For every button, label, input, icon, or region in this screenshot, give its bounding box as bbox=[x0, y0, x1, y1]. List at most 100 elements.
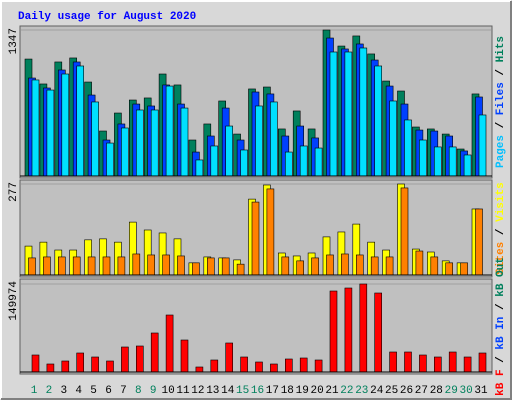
legend-separator: / bbox=[495, 115, 507, 135]
bar bbox=[299, 357, 308, 373]
x-tick-label: 23 bbox=[355, 385, 368, 397]
bar bbox=[404, 351, 412, 373]
bar bbox=[374, 292, 383, 373]
legend-entry: Files bbox=[495, 82, 507, 115]
x-tick-label: 17 bbox=[266, 385, 279, 397]
bar bbox=[31, 79, 40, 177]
bar bbox=[433, 146, 442, 177]
bar bbox=[106, 360, 114, 373]
bar bbox=[448, 351, 457, 373]
bar bbox=[359, 283, 368, 373]
bar bbox=[87, 256, 96, 276]
x-tick-label: 26 bbox=[400, 385, 413, 397]
bar bbox=[299, 145, 308, 177]
bar bbox=[415, 250, 424, 276]
bar bbox=[91, 356, 99, 373]
bar bbox=[400, 187, 409, 276]
bar bbox=[150, 109, 159, 177]
legend-entry: kB F bbox=[495, 369, 507, 395]
bar bbox=[57, 256, 66, 276]
x-tick-label: 28 bbox=[430, 385, 443, 397]
bar bbox=[311, 257, 319, 276]
x-tick-label: 15 bbox=[236, 385, 249, 397]
bar bbox=[385, 256, 394, 276]
chart-title: Daily usage for August 2020 bbox=[18, 11, 196, 23]
bar bbox=[61, 73, 70, 177]
legend-separator: / bbox=[495, 222, 507, 242]
bar bbox=[433, 356, 442, 373]
bar bbox=[31, 354, 40, 373]
x-tick-label: 5 bbox=[90, 385, 97, 397]
bar bbox=[314, 147, 323, 177]
bar bbox=[210, 359, 219, 373]
x-tick-label: 25 bbox=[385, 385, 398, 397]
bar bbox=[296, 260, 305, 276]
bar bbox=[102, 256, 111, 276]
x-tick-label: 9 bbox=[150, 385, 157, 397]
bar bbox=[478, 352, 487, 373]
x-tick-label: 18 bbox=[281, 385, 294, 397]
x-tick-label: 4 bbox=[75, 385, 82, 397]
x-tick-label: 29 bbox=[445, 385, 458, 397]
bar bbox=[177, 255, 185, 276]
bar bbox=[344, 51, 353, 177]
bar bbox=[147, 254, 155, 276]
bar bbox=[341, 253, 349, 276]
legend-entry: kB Out bbox=[495, 257, 507, 297]
x-tick-label: 10 bbox=[161, 385, 174, 397]
x-tick-label: 6 bbox=[105, 385, 112, 397]
bar bbox=[326, 254, 334, 276]
x-tick-label: 14 bbox=[221, 385, 235, 397]
bar bbox=[463, 154, 472, 177]
bar bbox=[284, 358, 293, 373]
x-tick-label: 7 bbox=[120, 385, 127, 397]
bar bbox=[76, 352, 84, 373]
x-tick-label: 21 bbox=[325, 385, 339, 397]
legend-entry: Hits bbox=[495, 36, 507, 62]
bar bbox=[180, 339, 189, 373]
bar bbox=[221, 257, 230, 276]
bar bbox=[404, 119, 412, 177]
bar bbox=[359, 47, 368, 177]
bar bbox=[463, 356, 472, 373]
x-tick-label: 3 bbox=[60, 385, 67, 397]
y-tick-label: 277 bbox=[8, 182, 20, 202]
legend-entry: Sites bbox=[495, 242, 507, 275]
x-tick-label: 27 bbox=[415, 385, 428, 397]
x-tick-label: 13 bbox=[206, 385, 219, 397]
bar bbox=[72, 256, 81, 276]
bar bbox=[61, 360, 70, 373]
bar bbox=[165, 85, 174, 177]
legend-separator: / bbox=[495, 350, 507, 370]
bar bbox=[355, 254, 364, 276]
x-tick-label: 1 bbox=[31, 385, 38, 397]
bar bbox=[43, 256, 51, 276]
x-tick-label: 12 bbox=[191, 385, 204, 397]
bar bbox=[460, 262, 468, 276]
bar bbox=[475, 208, 483, 276]
bar bbox=[76, 65, 84, 177]
bar bbox=[281, 256, 290, 276]
bar bbox=[430, 256, 439, 276]
bar bbox=[210, 145, 219, 177]
x-tick-label: 30 bbox=[459, 385, 472, 397]
legend-separator: / bbox=[495, 62, 507, 82]
bar bbox=[389, 351, 397, 373]
bar bbox=[419, 354, 427, 373]
bar bbox=[284, 151, 293, 177]
bar bbox=[251, 201, 260, 276]
bar bbox=[266, 188, 275, 276]
legend-entry: kB In bbox=[495, 317, 507, 350]
x-tick-label: 19 bbox=[296, 385, 309, 397]
bar bbox=[46, 363, 55, 373]
legend-entry: Visits bbox=[495, 182, 507, 222]
legend-entry: Pages bbox=[495, 135, 507, 168]
legend: kB F / kB In / kB Out bbox=[495, 257, 507, 396]
bar bbox=[314, 359, 323, 373]
bar bbox=[136, 109, 144, 177]
x-tick-label: 16 bbox=[251, 385, 264, 397]
bar bbox=[165, 314, 174, 373]
bar bbox=[389, 100, 397, 177]
